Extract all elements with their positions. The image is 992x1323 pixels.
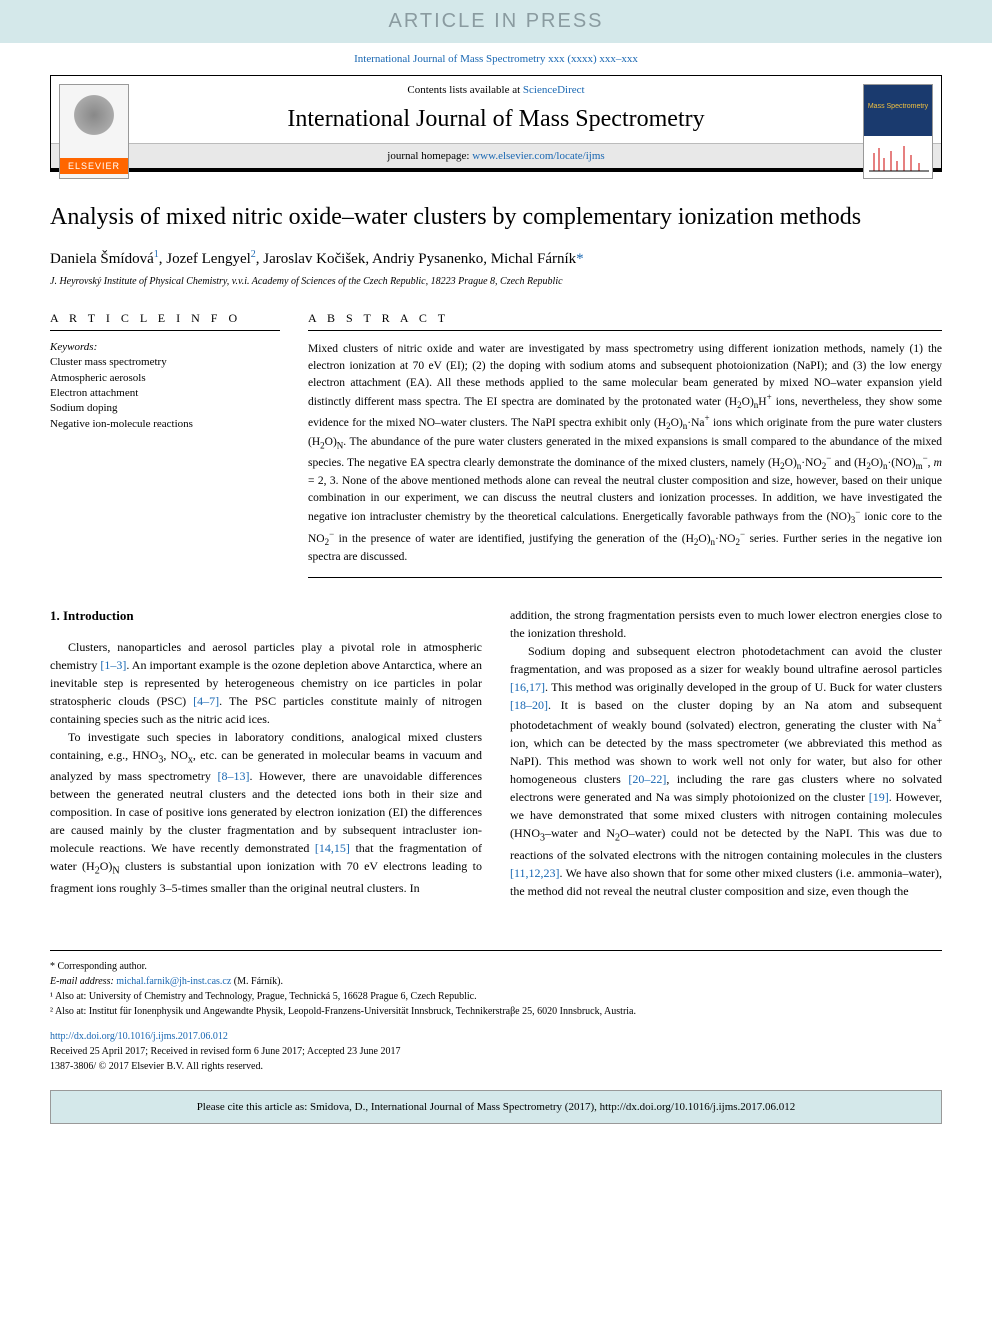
email-who: (M. Fárník).	[231, 976, 283, 987]
keyword-item: Electron attachment	[50, 386, 280, 401]
footnotes-block: * Corresponding author. E-mail address: …	[50, 950, 942, 1019]
contents-line: Contents lists available at ScienceDirec…	[51, 76, 941, 100]
elsevier-logo: ELSEVIER	[59, 84, 129, 179]
body-paragraph: To investigate such species in laborator…	[50, 728, 482, 897]
footnote-2: ² Also at: Institut für Ionenphysik und …	[50, 1004, 942, 1019]
authors-line: Daniela Šmídová1, Jozef Lengyel2, Jarosl…	[50, 249, 942, 268]
body-paragraph: addition, the strong fragmentation persi…	[510, 606, 942, 642]
spectrum-icon	[869, 143, 929, 173]
journal-reference: International Journal of Mass Spectromet…	[0, 43, 992, 75]
doi-section: http://dx.doi.org/10.1016/j.ijms.2017.06…	[50, 1029, 942, 1074]
section-heading-introduction: 1. Introduction	[50, 606, 482, 626]
body-paragraph: Sodium doping and subsequent electron ph…	[510, 642, 942, 899]
affiliation: J. Heyrovský Institute of Physical Chemi…	[50, 276, 942, 287]
abstract-column: A B S T R A C T Mixed clusters of nitric…	[308, 311, 942, 578]
received-dates: Received 25 April 2017; Received in revi…	[50, 1044, 942, 1059]
elsevier-logo-text: ELSEVIER	[60, 158, 128, 174]
article-info-column: A R T I C L E I N F O Keywords: Cluster …	[50, 311, 280, 578]
homepage-link[interactable]: www.elsevier.com/locate/ijms	[472, 150, 604, 162]
keyword-item: Atmospheric aerosols	[50, 371, 280, 386]
abstract-text: Mixed clusters of nitric oxide and water…	[308, 341, 942, 578]
elsevier-tree-icon	[64, 89, 124, 154]
homepage-label: journal homepage:	[387, 150, 472, 162]
article-info-header: A R T I C L E I N F O	[50, 311, 280, 331]
main-text-columns: 1. Introduction Clusters, nanoparticles …	[50, 606, 942, 899]
abstract-header: A B S T R A C T	[308, 311, 942, 331]
email-link[interactable]: michal.farnik@jh-inst.cas.cz	[116, 976, 231, 987]
journal-cover-text: Mass Spectrometry	[864, 85, 932, 110]
email-label: E-mail address:	[50, 976, 116, 987]
keywords-list: Cluster mass spectrometry Atmospheric ae…	[50, 355, 280, 432]
keyword-item: Cluster mass spectrometry	[50, 355, 280, 370]
article-in-press-banner: ARTICLE IN PRESS	[0, 0, 992, 43]
journal-header-box: ELSEVIER Mass Spectrometry Contents list…	[50, 75, 942, 172]
keywords-label: Keywords:	[50, 341, 280, 353]
corresponding-author: * Corresponding author.	[50, 959, 942, 974]
keyword-item: Negative ion-molecule reactions	[50, 417, 280, 432]
journal-homepage-bar: journal homepage: www.elsevier.com/locat…	[51, 143, 941, 168]
body-paragraph: Clusters, nanoparticles and aerosol part…	[50, 638, 482, 728]
keyword-item: Sodium doping	[50, 401, 280, 416]
citation-box: Please cite this article as: Smidova, D.…	[50, 1090, 942, 1124]
footnote-1: ¹ Also at: University of Chemistry and T…	[50, 989, 942, 1004]
email-line: E-mail address: michal.farnik@jh-inst.ca…	[50, 974, 942, 989]
article-title: Analysis of mixed nitric oxide–water clu…	[50, 202, 942, 233]
journal-name: International Journal of Mass Spectromet…	[51, 100, 941, 143]
sciencedirect-link[interactable]: ScienceDirect	[523, 84, 585, 96]
doi-link[interactable]: http://dx.doi.org/10.1016/j.ijms.2017.06…	[50, 1031, 228, 1042]
copyright-line: 1387-3806/ © 2017 Elsevier B.V. All righ…	[50, 1059, 942, 1074]
journal-cover-logo: Mass Spectrometry	[863, 84, 933, 179]
contents-label: Contents lists available at	[407, 84, 522, 96]
